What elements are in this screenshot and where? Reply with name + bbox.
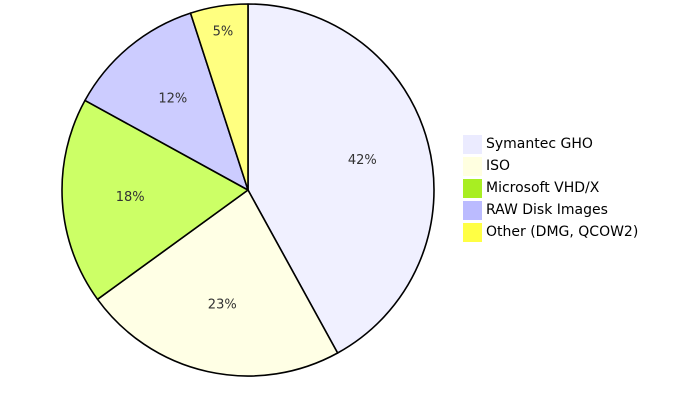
legend: Symantec GHO ISO Microsoft VHD/X RAW Disk I… bbox=[463, 133, 638, 243]
legend-item-0: Symantec GHO bbox=[463, 133, 638, 155]
slice-label-3: 12% bbox=[158, 92, 187, 107]
legend-swatch bbox=[463, 134, 482, 154]
pie-slice-2 bbox=[61, 99, 249, 301]
legend-item-1: ISO bbox=[463, 155, 638, 177]
legend-swatch bbox=[463, 222, 482, 242]
pie-slice-1 bbox=[96, 189, 339, 377]
pie-slice-0 bbox=[247, 3, 435, 354]
legend-swatch bbox=[463, 156, 482, 176]
legend-swatch bbox=[463, 178, 482, 198]
slice-label-1: 23% bbox=[208, 298, 237, 313]
slice-label-4: 5% bbox=[213, 24, 234, 39]
pie-slice-4 bbox=[189, 3, 249, 191]
slice-label-2: 18% bbox=[116, 190, 145, 205]
legend-label: ISO bbox=[486, 158, 511, 174]
legend-item-3: RAW Disk Images bbox=[463, 199, 638, 221]
legend-item-2: Microsoft VHD/X bbox=[463, 177, 638, 199]
legend-label: Microsoft VHD/X bbox=[486, 180, 600, 196]
legend-item-4: Other (DMG, QCOW2) bbox=[463, 221, 638, 243]
slice-label-0: 42% bbox=[348, 153, 377, 168]
pie-slice-3 bbox=[84, 12, 249, 191]
legend-swatch bbox=[463, 200, 482, 220]
legend-label: Symantec GHO bbox=[486, 136, 593, 152]
legend-label: Other (DMG, QCOW2) bbox=[486, 224, 639, 240]
legend-label: RAW Disk Images bbox=[486, 202, 608, 218]
